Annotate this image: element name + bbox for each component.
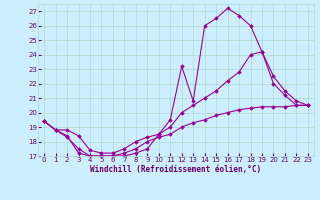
X-axis label: Windchill (Refroidissement éolien,°C): Windchill (Refroidissement éolien,°C) (91, 165, 261, 174)
